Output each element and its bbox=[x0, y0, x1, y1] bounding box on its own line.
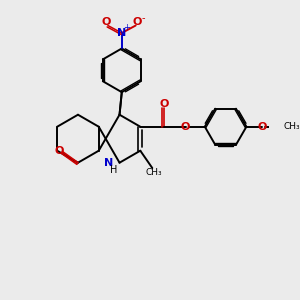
Text: O: O bbox=[257, 122, 267, 132]
Text: +: + bbox=[123, 22, 130, 32]
Text: -: - bbox=[141, 13, 145, 23]
Text: O: O bbox=[181, 122, 190, 132]
Text: O: O bbox=[55, 146, 64, 156]
Text: CH₃: CH₃ bbox=[283, 122, 300, 131]
Text: O: O bbox=[133, 17, 142, 27]
Text: CH₃: CH₃ bbox=[145, 168, 162, 177]
Text: N: N bbox=[104, 158, 114, 168]
Text: O: O bbox=[101, 17, 111, 27]
Text: H: H bbox=[110, 165, 117, 175]
Text: N: N bbox=[117, 28, 126, 38]
Text: O: O bbox=[159, 99, 169, 109]
